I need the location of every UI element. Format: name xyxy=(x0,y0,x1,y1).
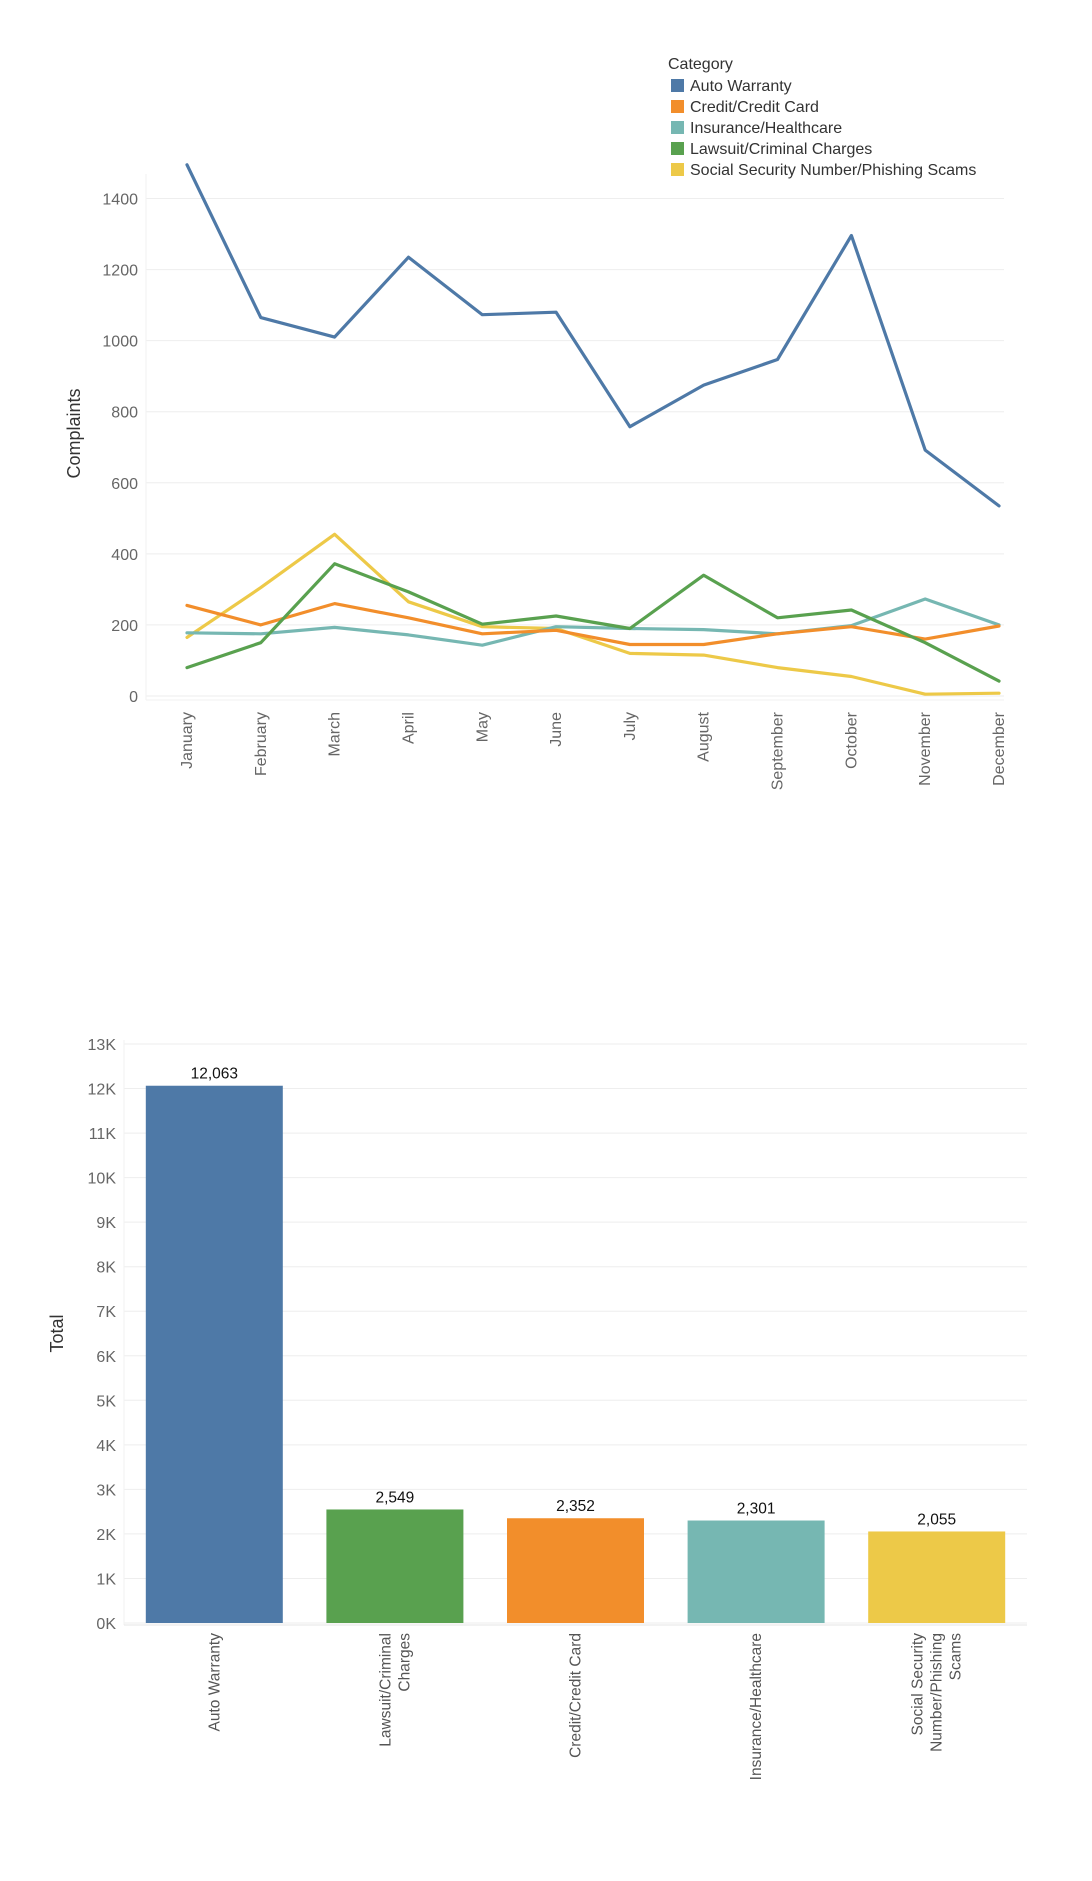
line-x-tick-label: March xyxy=(327,712,344,756)
bar-value-label: 2,301 xyxy=(737,1501,776,1518)
line-y-tick-label: 200 xyxy=(111,618,138,635)
bar-value-label: 2,352 xyxy=(556,1498,595,1515)
line-y-tick-label: 1000 xyxy=(102,334,138,351)
bar-category-label: Social Security Number/Phishing Scams xyxy=(910,1633,965,1752)
bar-y-tick-label: 1K xyxy=(96,1571,116,1588)
bar-y-tick-label: 5K xyxy=(96,1393,116,1410)
bar-y-tick-label: 10K xyxy=(88,1171,117,1188)
line-x-tick-label: August xyxy=(696,711,713,761)
series-line-credit-credit-card xyxy=(185,601,1001,647)
legend-swatch xyxy=(671,121,684,134)
bar-value-label: 12,063 xyxy=(191,1066,238,1083)
bar-chart: 0K 1K 2K 3K 4K 5K 6K 7K 8K 9K 10K 11K 12K 13K Total 12,… xyxy=(47,1037,1027,1780)
line-y-tick-label: 600 xyxy=(111,476,138,493)
series-line-lawsuit-criminal-charges xyxy=(185,562,1001,683)
bar-auto-warranty xyxy=(145,1085,283,1623)
line-x-tick-label: October xyxy=(843,711,860,769)
bar-y-tick-label: 12K xyxy=(88,1082,117,1099)
line-x-tick-label: February xyxy=(253,712,270,776)
bar-y-tick-label: 13K xyxy=(88,1037,117,1054)
bar-social-security-number-phishing-scams xyxy=(868,1531,1006,1623)
line-y-tick-label: 400 xyxy=(111,547,138,564)
line-y-tick-label: 1200 xyxy=(102,263,138,280)
bar-category-label: Insurance/Healthcare xyxy=(748,1633,765,1780)
bar-y-tick-label: 2K xyxy=(96,1527,116,1544)
line-x-tick-label: June xyxy=(548,712,565,747)
bar-y-tick-label: 8K xyxy=(96,1260,116,1277)
line-chart: 0 200 400 600 800 1000 1200 1400 Complaints Janua… xyxy=(64,56,1008,790)
bar-lawsuit-criminal-charges xyxy=(326,1509,464,1623)
bar-y-tick-label: 11K xyxy=(89,1126,117,1143)
bar-y-tick-label: 6K xyxy=(96,1349,116,1366)
bar-y-tick-label: 9K xyxy=(96,1215,116,1232)
legend-item-label: Auto Warranty xyxy=(690,78,792,95)
line-x-tick-label: April xyxy=(400,712,417,744)
bar-category-label-line: Insurance/Healthcare xyxy=(748,1633,765,1780)
legend-item-label: Insurance/Healthcare xyxy=(690,120,842,137)
legend-swatch xyxy=(671,79,684,92)
line-y-axis-title: Complaints xyxy=(64,388,84,478)
bar-category-label-line: Charges xyxy=(396,1633,413,1692)
line-y-tick-label: 800 xyxy=(111,405,138,422)
line-y-tick-label: 1400 xyxy=(102,192,138,209)
series-line-social-security-number-phishing-scams xyxy=(185,532,1001,696)
line-x-tick-label: January xyxy=(179,712,196,769)
line-x-tick-label: September xyxy=(770,711,787,790)
legend: Category Auto Warranty Credit/Credit Card I… xyxy=(668,56,976,179)
legend-swatch xyxy=(671,100,684,113)
bar-category-label: Lawsuit/Criminal Charges xyxy=(377,1633,413,1747)
bar-category-label: Credit/Credit Card xyxy=(568,1633,585,1758)
line-x-tick-label: May xyxy=(474,712,491,742)
line-x-tick-label: July xyxy=(622,712,639,740)
series-line-insurance-healthcare xyxy=(185,597,1001,647)
series-line-auto-warranty xyxy=(185,163,1001,508)
bar-category-label-line: Scams xyxy=(948,1633,965,1681)
line-y-tick-label: 0 xyxy=(129,689,138,706)
bar-category-label: Auto Warranty xyxy=(206,1633,223,1732)
legend-title: Category xyxy=(668,56,733,73)
bar-y-tick-label: 3K xyxy=(96,1482,116,1499)
legend-item-label: Social Security Number/Phishing Scams xyxy=(690,162,976,179)
bar-category-label-line: Number/Phishing xyxy=(929,1633,946,1752)
bar-y-tick-label: 4K xyxy=(96,1438,116,1455)
bar-value-label: 2,055 xyxy=(917,1511,956,1528)
bar-credit-credit-card xyxy=(507,1518,644,1623)
bar-category-label-line: Social Security xyxy=(910,1633,927,1736)
legend-swatch xyxy=(671,163,684,176)
line-x-tick-label: November xyxy=(917,711,934,785)
bar-value-label: 2,549 xyxy=(376,1489,415,1506)
legend-swatch xyxy=(671,142,684,155)
legend-item-label: Lawsuit/Criminal Charges xyxy=(690,141,872,158)
bar-y-axis-title: Total xyxy=(47,1314,67,1352)
bar-category-label-line: Auto Warranty xyxy=(206,1633,223,1732)
bar-insurance-healthcare xyxy=(687,1520,825,1623)
bar-category-label-line: Credit/Credit Card xyxy=(568,1633,585,1758)
legend-item-label: Credit/Credit Card xyxy=(690,99,819,116)
bar-y-tick-label: 7K xyxy=(96,1304,116,1321)
bar-y-tick-label: 0K xyxy=(96,1616,116,1633)
bar-category-label-line: Lawsuit/Criminal xyxy=(377,1633,394,1747)
line-x-tick-label: December xyxy=(991,711,1008,785)
